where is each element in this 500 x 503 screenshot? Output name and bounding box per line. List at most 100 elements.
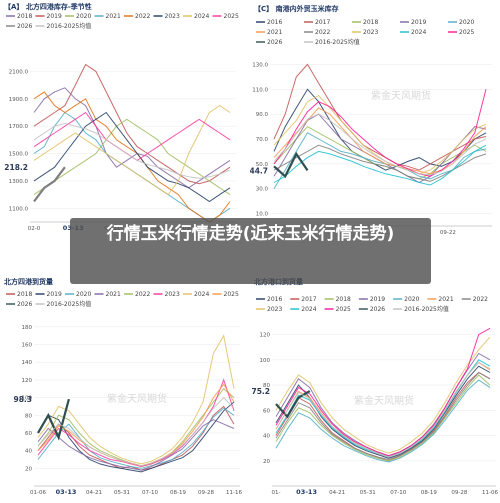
legend-item: 2023	[153, 13, 180, 20]
y-tick-label: 2100.0	[9, 69, 29, 75]
legend: 2016 2017 2018 2019 2020 2021 2022 2023 2024 2025…	[256, 19, 474, 46]
x-tick-label: 11-06	[482, 490, 498, 496]
y-tick-label: 60	[25, 431, 32, 437]
legend: 2016 2017 2018 2019 2020 2021 2022 2023 2024 2025…	[256, 296, 488, 313]
legend-item: 2025	[212, 291, 239, 298]
x-tick-label: 03-13	[296, 488, 317, 496]
legend-label: 2019	[47, 291, 62, 298]
legend-label: 2018	[363, 19, 378, 26]
current-value-label: 98.3	[13, 395, 32, 404]
series-line	[33, 87, 231, 189]
y-tick-label: 140	[22, 360, 33, 366]
legend-item: 2019	[35, 291, 62, 298]
legend-label: 2024	[411, 29, 426, 36]
x-tick-label: 05-31	[114, 490, 130, 496]
y-tick-label: 1700.0	[9, 124, 29, 130]
y-tick-label: 50.0	[256, 162, 269, 168]
series-line	[275, 336, 491, 454]
legend-item: 2024	[290, 306, 317, 313]
legend-label: 2025	[336, 306, 351, 313]
legend-label: 2020	[459, 19, 474, 26]
legend-item: 2016	[256, 296, 282, 303]
legend-item: 2022	[124, 291, 150, 298]
chart-d: 北方港口到货量201620172018201920202021202220232…	[251, 277, 498, 496]
series-line	[37, 407, 235, 469]
legend-item: 2016-2025均值	[35, 22, 92, 30]
series-line	[37, 334, 235, 465]
series-line	[275, 361, 491, 458]
legend-label: 2023	[165, 13, 180, 20]
series-line	[37, 419, 235, 471]
legend-item: 2016-2025均值	[304, 38, 360, 46]
y-tick-label: 40	[25, 449, 32, 455]
legend-label: 2016-2025均值	[47, 300, 92, 308]
watermark: 紫金天风期货	[107, 392, 167, 405]
y-tick-label: 1300.0	[9, 179, 29, 185]
x-tick-label: 07-10	[390, 490, 406, 496]
series-line	[33, 122, 231, 179]
legend-label: 2020	[76, 291, 91, 298]
legend-label: 2021	[267, 29, 282, 36]
legend-item: 2016	[256, 19, 282, 26]
legend-label: 2025	[224, 291, 239, 298]
series-line	[33, 118, 231, 196]
x-tick-label: 02-0	[28, 226, 41, 232]
legend-item: 2022	[461, 296, 488, 303]
legend-item: 2016-2025均值	[35, 300, 92, 308]
series-line	[273, 151, 309, 179]
x-tick-label: 08-19	[170, 490, 186, 496]
series-line	[273, 94, 487, 175]
legend-item: 2023	[153, 291, 180, 298]
legend-label: 2022	[473, 296, 488, 303]
y-tick-label: 160	[22, 343, 33, 349]
panel-d: 北方港口到货量201620172018201920202021202220232…	[250, 276, 500, 503]
x-tick-label: 07-10	[142, 490, 158, 496]
y-tick-label: 70.0	[256, 137, 269, 143]
legend-label: 2016	[267, 296, 282, 303]
legend-label: 2026	[17, 23, 32, 30]
legend-item: 2022	[124, 13, 150, 20]
series-line	[33, 166, 66, 203]
y-tick-label: 110.0	[252, 87, 268, 93]
legend-label: 2026	[17, 301, 32, 308]
x-tick-label: 04-21	[86, 490, 102, 496]
y-tick-label: 100	[22, 396, 33, 402]
y-tick-label: 1900.0	[9, 97, 29, 103]
legend-label: 2018	[17, 291, 32, 298]
legend-item: 2023	[256, 306, 282, 313]
series-line	[275, 361, 491, 458]
current-value-label: 44.7	[250, 166, 268, 175]
series-line	[275, 379, 491, 463]
legend-label: 2024	[301, 306, 316, 313]
chart-title: 【C】 南港内外贸玉米库存	[254, 4, 339, 13]
x-tick-label: 03-13	[56, 488, 77, 496]
watermark: 紫金天风期货	[371, 89, 431, 102]
legend-label: 2016-2025均值	[47, 22, 92, 30]
legend-label: 2019	[411, 19, 426, 26]
chart-title: 【A】 北方四港库存-季节性	[4, 2, 92, 11]
x-tick-label: 08-19	[421, 490, 437, 496]
chart-c: 【C】 南港内外贸玉米库存 2016 2017 2018 2019 2020 2021 202…	[250, 4, 492, 236]
series-line	[273, 144, 487, 186]
legend-item: 2025	[212, 13, 239, 20]
y-tick-label: 120	[260, 333, 271, 339]
legend-item: 2020	[448, 19, 474, 26]
y-tick-label: 80	[25, 413, 32, 419]
legend-label: 2020	[76, 13, 91, 20]
series-line	[275, 359, 491, 458]
x-tick-label: 01-	[272, 490, 281, 496]
legend-label: 2019	[370, 296, 385, 303]
current-value-label: 75.2	[251, 387, 270, 396]
legend-label: 2017	[315, 19, 330, 26]
legend-label: 2021	[106, 13, 121, 20]
y-tick-label: 20	[263, 459, 270, 465]
legend-label: 2023	[363, 29, 378, 36]
series-line	[275, 374, 491, 462]
series-line	[275, 390, 311, 419]
legend-item: 2023	[352, 29, 378, 36]
legend-item: 2021	[94, 291, 121, 298]
legend-label: 2026	[370, 306, 385, 313]
legend-item: 2018	[6, 291, 32, 298]
